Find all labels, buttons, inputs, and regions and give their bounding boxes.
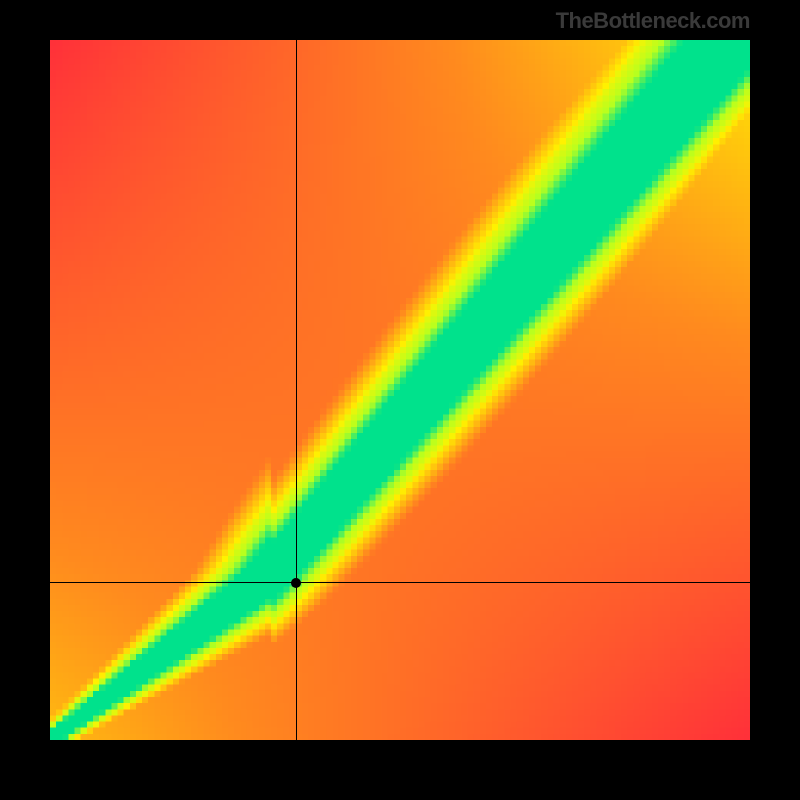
heatmap-plot	[50, 40, 750, 740]
crosshair-marker	[290, 577, 302, 589]
crosshair-vertical	[296, 40, 297, 740]
crosshair-horizontal	[50, 582, 750, 583]
heatmap-canvas	[50, 40, 750, 740]
watermark-text: TheBottleneck.com	[556, 8, 750, 34]
